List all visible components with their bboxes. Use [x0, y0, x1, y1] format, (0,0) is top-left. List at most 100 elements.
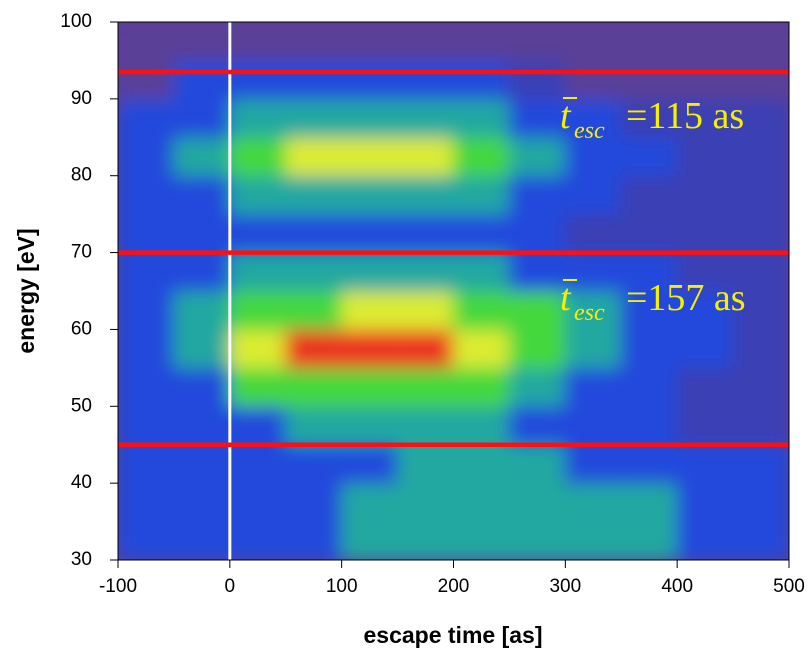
heatmap-cell [677, 329, 734, 368]
heatmap-cell [285, 60, 342, 99]
heatmap-cell [733, 329, 790, 368]
heatmap-cell [397, 22, 454, 61]
heatmap-cell [509, 137, 566, 176]
heatmap-cell [229, 291, 286, 330]
heatmap-cell [285, 175, 342, 214]
heatmap-cell [509, 367, 566, 406]
x-tick-label: 200 [438, 576, 470, 597]
x-tick-label: 300 [549, 576, 581, 597]
annotation-symbol: t [560, 277, 572, 319]
heatmap-cell [621, 521, 678, 560]
heatmap-cell [733, 483, 790, 522]
heatmap-cell [397, 214, 454, 253]
heatmap-cell [397, 406, 454, 445]
heatmap-cell [397, 291, 454, 330]
y-tick-label: 80 [71, 165, 92, 186]
heatmap-cell [453, 406, 510, 445]
heatmap-cell [285, 521, 342, 560]
heatmap-cell [677, 214, 734, 253]
heatmap-cell [733, 444, 790, 483]
y-tick-label: 30 [71, 549, 92, 570]
heatmap-cell [453, 214, 510, 253]
heatmap-cell [453, 483, 510, 522]
heatmap-cell [509, 521, 566, 560]
heatmap-cell [677, 22, 734, 61]
heatmap-cell [733, 175, 790, 214]
heatmap-cell [397, 444, 454, 483]
y-axis-title: energy [eV] [13, 228, 39, 353]
heatmap-cell [565, 329, 622, 368]
heatmap-cell [397, 521, 454, 560]
heatmap-cell [621, 22, 678, 61]
heatmap-cell [118, 521, 175, 560]
heatmap-cell [621, 406, 678, 445]
heatmap-cell [397, 137, 454, 176]
y-tick-label: 60 [71, 318, 92, 339]
heatmap-cell [509, 98, 566, 137]
y-tick-label: 40 [71, 472, 92, 493]
heatmap-cell [341, 252, 398, 291]
heatmap-cell [229, 252, 286, 291]
heatmap-cell [565, 406, 622, 445]
heatmap-cell [453, 444, 510, 483]
heatmap-cell [677, 406, 734, 445]
x-tick-label: 0 [225, 576, 236, 597]
heatmap-cell [118, 444, 175, 483]
heatmap-cell [341, 214, 398, 253]
heatmap-cell [509, 60, 566, 99]
heatmap-cell [453, 175, 510, 214]
heatmap-cell [621, 444, 678, 483]
heatmap-cell [229, 60, 286, 99]
heatmap-cell [173, 252, 230, 291]
annotation-subscript: esc [574, 118, 605, 144]
heatmap-cell [341, 60, 398, 99]
heatmap-cell [285, 329, 342, 368]
heatmap-cell [621, 329, 678, 368]
heatmap-cell [229, 406, 286, 445]
y-tick-label: 100 [60, 11, 92, 32]
heatmap-cell [173, 22, 230, 61]
heatmap-cell [397, 367, 454, 406]
heatmap-cell [285, 137, 342, 176]
x-tick-label: 500 [773, 576, 805, 597]
heatmap-cell [118, 98, 175, 137]
heatmap-cell [229, 175, 286, 214]
heatmap-cell [733, 137, 790, 176]
heatmap-cell [565, 22, 622, 61]
heatmap-cell [397, 98, 454, 137]
heatmap-cell [677, 175, 734, 214]
heatmap-cell [509, 252, 566, 291]
heatmap-cell [341, 22, 398, 61]
heatmap-cell [509, 406, 566, 445]
heatmap-cell [565, 60, 622, 99]
heatmap-cell [509, 483, 566, 522]
heatmap-cell [453, 22, 510, 61]
heatmap-cell [509, 22, 566, 61]
heatmap-cell [453, 60, 510, 99]
heatmap-cell [565, 214, 622, 253]
heatmap-cell [509, 444, 566, 483]
heatmap-cell [341, 175, 398, 214]
heatmap-cell [285, 22, 342, 61]
heatmap-cell [173, 60, 230, 99]
annotation-symbol: t [560, 95, 572, 137]
heatmap-cell [118, 367, 175, 406]
heatmap-cell [118, 483, 175, 522]
heatmap-cell [733, 367, 790, 406]
heatmap-cell [229, 137, 286, 176]
heatmap-cell [118, 60, 175, 99]
heatmap-cell [229, 329, 286, 368]
heatmap-cell [509, 291, 566, 330]
heatmap-cell [118, 329, 175, 368]
heatmap-cell [285, 367, 342, 406]
heatmap-cell [621, 60, 678, 99]
heatmap-cell [453, 367, 510, 406]
heatmap-cell [341, 444, 398, 483]
heatmap-cell [173, 444, 230, 483]
y-tick-label: 70 [71, 242, 92, 263]
heatmap-cell [173, 137, 230, 176]
heatmap-cell [229, 214, 286, 253]
heatmap-cell [677, 444, 734, 483]
heatmap-cell [677, 60, 734, 99]
